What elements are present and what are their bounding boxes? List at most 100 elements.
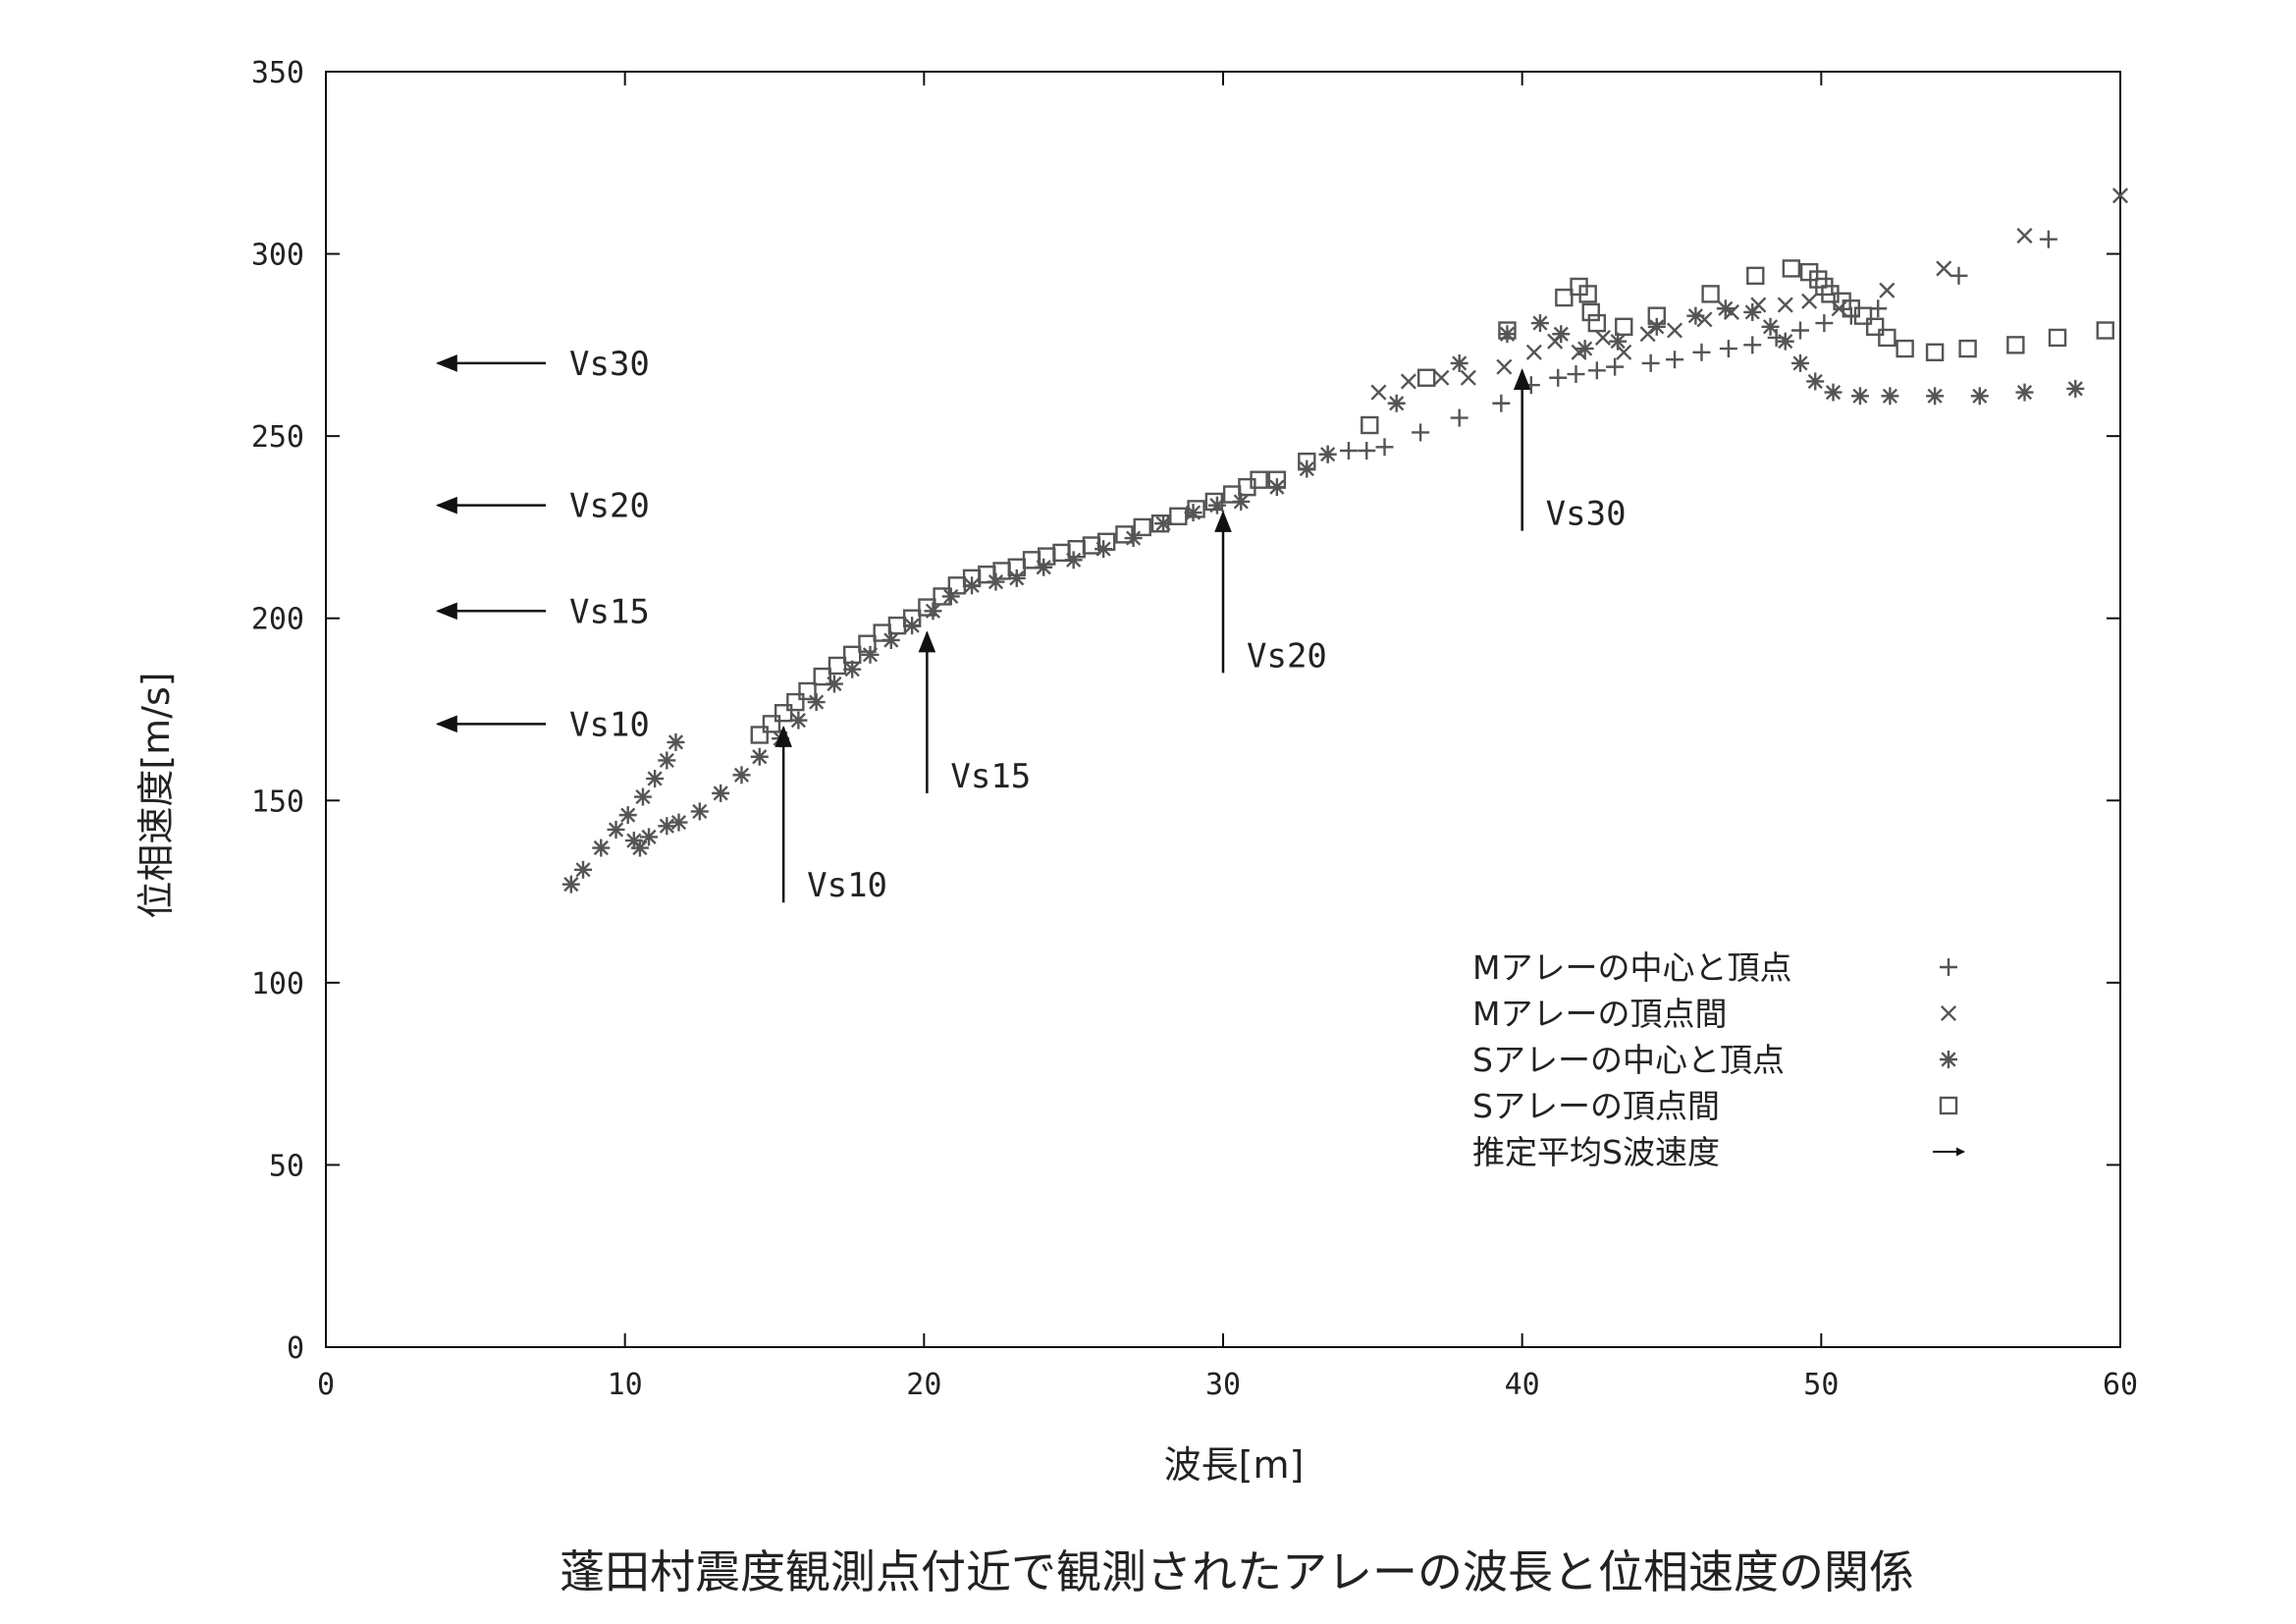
- point-square: [1169, 507, 1188, 525]
- point-cross-stroke: [1370, 384, 1387, 401]
- legend-marker-plus: [1940, 958, 1957, 976]
- point-plus: [1450, 408, 1468, 427]
- point-asterisk-stroke: [575, 862, 591, 878]
- point-asterisk-stroke: [1036, 560, 1051, 575]
- point-asterisk-stroke: [1852, 388, 1868, 404]
- point-square: [1204, 492, 1224, 512]
- point-asterisk-stroke: [1532, 315, 1548, 331]
- point-cross-stroke: [1936, 260, 1952, 277]
- point-plus: [1358, 441, 1376, 460]
- point-square: [1298, 452, 1316, 471]
- point-plus: [1692, 343, 1711, 361]
- point-asterisk-stroke: [1066, 552, 1082, 568]
- point-square-stroke: [1587, 313, 1607, 333]
- point-plus: [1567, 365, 1585, 384]
- point-asterisk-stroke: [790, 713, 806, 729]
- point-cross-stroke: [2111, 188, 2129, 204]
- point-square: [1222, 485, 1242, 504]
- point-cross: [1801, 293, 1818, 309]
- y-tick-label: 150: [251, 785, 304, 819]
- point-asterisk-stroke: [1452, 355, 1468, 371]
- point-plus: [1375, 438, 1394, 457]
- y-tick-label: 350: [251, 56, 304, 90]
- point-asterisk: [789, 711, 808, 730]
- point-square: [1498, 321, 1517, 340]
- point-asterisk-stroke: [620, 807, 636, 823]
- point-asterisk: [1791, 353, 1810, 372]
- point-asterisk-stroke: [1718, 300, 1734, 316]
- point-plus: [1815, 314, 1834, 333]
- data-series: [561, 188, 2129, 893]
- point-asterisk-stroke: [1009, 570, 1025, 586]
- point-asterisk: [1776, 332, 1794, 351]
- point-cross: [1496, 358, 1513, 375]
- point-asterisk: [1575, 340, 1594, 358]
- point-asterisk: [2015, 383, 2034, 402]
- point-asterisk: [658, 751, 676, 770]
- point-square: [1187, 500, 1205, 518]
- point-square: [1587, 313, 1607, 333]
- legend-marker-asterisk-stroke: [1941, 1052, 1956, 1067]
- point-square: [1647, 306, 1666, 325]
- point-square: [978, 565, 996, 584]
- point-square-stroke: [1878, 328, 1896, 348]
- point-square-stroke: [918, 598, 936, 617]
- point-square: [762, 715, 781, 733]
- series-square: [750, 259, 2114, 744]
- point-asterisk: [1824, 383, 1842, 402]
- point-square: [1038, 547, 1056, 566]
- vs-vertical-label: Vs20: [1247, 636, 1327, 676]
- axis-ticks: 0 10 20 30 40 50 60 0 50 100 150 200 250 300 350: [251, 56, 2138, 1402]
- point-square-stroke: [1853, 306, 1873, 325]
- point-cross: [1666, 322, 1683, 339]
- point-square-stroke: [1038, 547, 1056, 566]
- point-asterisk: [561, 875, 580, 893]
- point-asterisk: [1007, 568, 1026, 587]
- point-square: [786, 692, 805, 712]
- point-square: [1361, 415, 1379, 435]
- point-asterisk-stroke: [1882, 388, 1898, 404]
- point-square: [1022, 551, 1041, 569]
- point-square-stroke: [933, 587, 951, 606]
- point-square-stroke: [1082, 536, 1101, 555]
- point-asterisk: [592, 839, 611, 857]
- point-square-stroke: [843, 645, 862, 665]
- point-square-stroke: [1958, 339, 1977, 358]
- point-asterisk-stroke: [1792, 355, 1808, 371]
- legend-marker-square: [1939, 1096, 1958, 1115]
- point-asterisk: [1647, 317, 1666, 336]
- point-asterisk: [646, 770, 665, 788]
- point-asterisk-stroke: [1807, 373, 1823, 390]
- point-square: [1082, 536, 1101, 555]
- legend: Mアレーの中心と頂点 Mアレーの頂点間 Sアレーの中心と頂点 Sアレーの頂点間推定平均…: [1472, 948, 1965, 1171]
- x-tick-label: 40: [1505, 1368, 1540, 1402]
- point-square-stroke: [887, 616, 907, 635]
- point-square: [2096, 321, 2114, 340]
- point-cross-stroke: [1400, 373, 1416, 390]
- point-plus: [1719, 340, 1737, 358]
- point-square: [798, 681, 817, 701]
- point-square: [1555, 288, 1574, 307]
- point-cross-stroke: [1666, 322, 1683, 339]
- point-asterisk-stroke: [1972, 388, 1988, 404]
- series-cross: [1370, 188, 2129, 401]
- point-cross-stroke: [1594, 329, 1611, 346]
- point-square-stroke: [1222, 485, 1242, 504]
- point-cross: [1879, 282, 1896, 298]
- point-asterisk-stroke: [1553, 326, 1569, 342]
- point-cross-stroke: [1496, 358, 1513, 375]
- point-asterisk-stroke: [670, 814, 687, 831]
- point-square-stroke: [1498, 321, 1517, 340]
- point-square-stroke: [1896, 339, 1914, 358]
- point-square-stroke: [750, 726, 769, 744]
- point-asterisk: [1552, 325, 1571, 344]
- point-asterisk-stroke: [1762, 319, 1779, 335]
- point-cross-stroke: [1460, 369, 1476, 386]
- point-square: [1865, 317, 1885, 336]
- point-square-stroke: [1865, 317, 1885, 336]
- point-square: [774, 704, 793, 723]
- point-square-stroke: [873, 623, 891, 642]
- point-square-stroke: [1267, 470, 1287, 489]
- y-tick-label: 50: [269, 1149, 304, 1183]
